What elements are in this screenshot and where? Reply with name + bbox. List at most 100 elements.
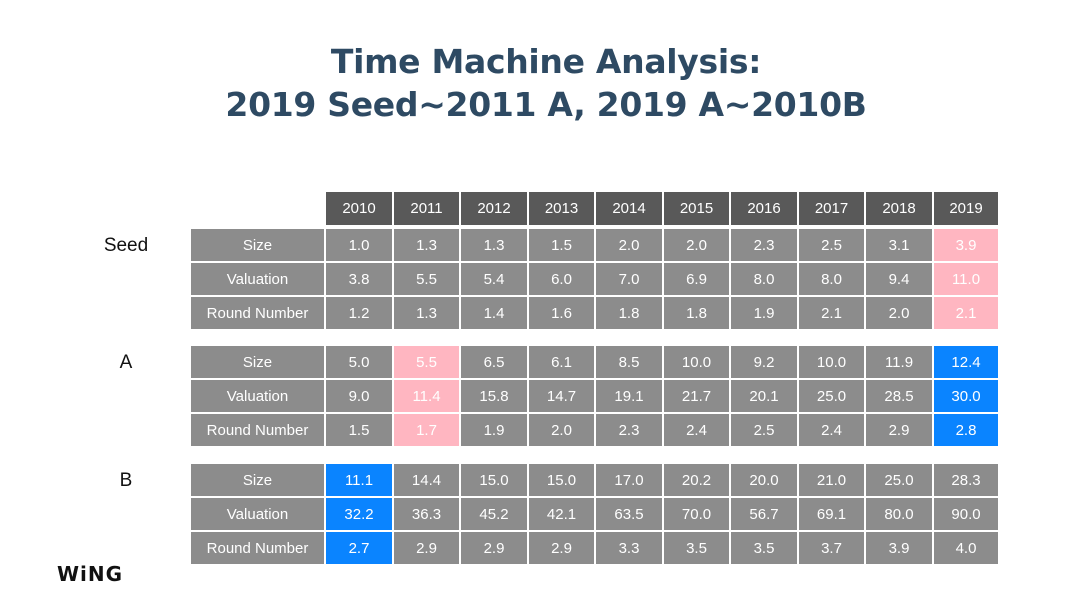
year-header-2017: 2017 [799, 192, 864, 225]
value-cell-b-valuation-2014: 63.5 [596, 498, 662, 530]
wing-logo: WiNG [57, 562, 124, 586]
value-cell-b-size-2014: 17.0 [596, 464, 662, 496]
row-label-round-number: Round Number [191, 414, 324, 446]
value-cell-seed-round-number-2011: 1.3 [394, 297, 459, 329]
value-cell-b-round-number-2015: 3.5 [664, 532, 729, 564]
value-cell-b-round-number-2019: 4.0 [934, 532, 998, 564]
value-cell-b-size-2016: 20.0 [731, 464, 797, 496]
value-cell-seed-round-number-2015: 1.8 [664, 297, 729, 329]
row-label-size: Size [191, 229, 324, 261]
value-cell-b-valuation-2011: 36.3 [394, 498, 459, 530]
value-cell-a-valuation-2016: 20.1 [731, 380, 797, 412]
value-cell-a-size-2011: 5.5 [394, 346, 459, 378]
value-cell-seed-round-number-2019: 2.1 [934, 297, 998, 329]
value-cell-a-size-2015: 10.0 [664, 346, 729, 378]
year-header-2019: 2019 [934, 192, 998, 225]
year-header-2010: 2010 [326, 192, 392, 225]
value-cell-seed-size-2014: 2.0 [596, 229, 662, 261]
value-cell-a-size-2013: 6.1 [529, 346, 594, 378]
value-cell-seed-valuation-2017: 8.0 [799, 263, 864, 295]
value-cell-a-valuation-2015: 21.7 [664, 380, 729, 412]
value-cell-seed-size-2015: 2.0 [664, 229, 729, 261]
year-header-2015: 2015 [664, 192, 729, 225]
value-cell-b-valuation-2015: 70.0 [664, 498, 729, 530]
value-cell-seed-size-2011: 1.3 [394, 229, 459, 261]
value-cell-b-round-number-2012: 2.9 [461, 532, 527, 564]
row-label-size: Size [191, 464, 324, 496]
year-header-2012: 2012 [461, 192, 527, 225]
value-cell-seed-valuation-2013: 6.0 [529, 263, 594, 295]
value-cell-a-valuation-2017: 25.0 [799, 380, 864, 412]
value-cell-b-size-2012: 15.0 [461, 464, 527, 496]
value-cell-b-size-2013: 15.0 [529, 464, 594, 496]
section-label-seed: Seed [103, 235, 149, 256]
value-cell-seed-valuation-2019: 11.0 [934, 263, 998, 295]
value-cell-b-round-number-2014: 3.3 [596, 532, 662, 564]
value-cell-a-round-number-2017: 2.4 [799, 414, 864, 446]
value-cell-b-round-number-2018: 3.9 [866, 532, 932, 564]
value-cell-a-size-2014: 8.5 [596, 346, 662, 378]
year-header-2014: 2014 [596, 192, 662, 225]
value-cell-seed-valuation-2011: 5.5 [394, 263, 459, 295]
value-cell-seed-round-number-2014: 1.8 [596, 297, 662, 329]
value-cell-seed-round-number-2016: 1.9 [731, 297, 797, 329]
value-cell-b-valuation-2010: 32.2 [326, 498, 392, 530]
row-label-valuation: Valuation [191, 263, 324, 295]
value-cell-a-size-2017: 10.0 [799, 346, 864, 378]
row-label-round-number: Round Number [191, 297, 324, 329]
value-cell-a-round-number-2015: 2.4 [664, 414, 729, 446]
value-cell-a-size-2012: 6.5 [461, 346, 527, 378]
value-cell-a-size-2018: 11.9 [866, 346, 932, 378]
value-cell-a-valuation-2010: 9.0 [326, 380, 392, 412]
year-header-2016: 2016 [731, 192, 797, 225]
value-cell-seed-round-number-2012: 1.4 [461, 297, 527, 329]
row-label-round-number: Round Number [191, 532, 324, 564]
value-cell-a-round-number-2011: 1.7 [394, 414, 459, 446]
value-cell-seed-valuation-2018: 9.4 [866, 263, 932, 295]
title-line-1: Time Machine Analysis: [330, 42, 762, 81]
value-cell-seed-size-2017: 2.5 [799, 229, 864, 261]
value-cell-a-round-number-2016: 2.5 [731, 414, 797, 446]
year-header-2011: 2011 [394, 192, 459, 225]
value-cell-a-round-number-2018: 2.9 [866, 414, 932, 446]
value-cell-a-round-number-2019: 2.8 [934, 414, 998, 446]
year-header-2018: 2018 [866, 192, 932, 225]
value-cell-seed-size-2018: 3.1 [866, 229, 932, 261]
value-cell-a-round-number-2013: 2.0 [529, 414, 594, 446]
row-label-size: Size [191, 346, 324, 378]
value-cell-b-size-2011: 14.4 [394, 464, 459, 496]
value-cell-b-round-number-2010: 2.7 [326, 532, 392, 564]
value-cell-b-valuation-2016: 56.7 [731, 498, 797, 530]
value-cell-b-valuation-2017: 69.1 [799, 498, 864, 530]
title-line-2: 2019 Seed~2011 A, 2019 A~2010B [225, 85, 867, 124]
row-label-valuation: Valuation [191, 380, 324, 412]
value-cell-seed-valuation-2014: 7.0 [596, 263, 662, 295]
year-header-2013: 2013 [529, 192, 594, 225]
section-label-b: B [119, 470, 133, 491]
value-cell-seed-valuation-2015: 6.9 [664, 263, 729, 295]
value-cell-seed-size-2013: 1.5 [529, 229, 594, 261]
value-cell-seed-size-2016: 2.3 [731, 229, 797, 261]
value-cell-a-size-2016: 9.2 [731, 346, 797, 378]
value-cell-seed-round-number-2018: 2.0 [866, 297, 932, 329]
value-cell-b-round-number-2011: 2.9 [394, 532, 459, 564]
value-cell-a-round-number-2014: 2.3 [596, 414, 662, 446]
value-cell-b-size-2019: 28.3 [934, 464, 998, 496]
section-label-a: A [119, 352, 133, 373]
value-cell-b-round-number-2016: 3.5 [731, 532, 797, 564]
value-cell-b-valuation-2019: 90.0 [934, 498, 998, 530]
value-cell-seed-size-2019: 3.9 [934, 229, 998, 261]
value-cell-a-size-2010: 5.0 [326, 346, 392, 378]
value-cell-a-valuation-2012: 15.8 [461, 380, 527, 412]
value-cell-seed-round-number-2017: 2.1 [799, 297, 864, 329]
value-cell-seed-valuation-2012: 5.4 [461, 263, 527, 295]
value-cell-a-size-2019: 12.4 [934, 346, 998, 378]
value-cell-seed-round-number-2013: 1.6 [529, 297, 594, 329]
value-cell-b-valuation-2013: 42.1 [529, 498, 594, 530]
value-cell-seed-size-2010: 1.0 [326, 229, 392, 261]
value-cell-b-valuation-2012: 45.2 [461, 498, 527, 530]
value-cell-seed-size-2012: 1.3 [461, 229, 527, 261]
slide-title: Time Machine Analysis: 2019 Seed~2011 A,… [0, 40, 1092, 126]
value-cell-a-valuation-2011: 11.4 [394, 380, 459, 412]
value-cell-a-valuation-2019: 30.0 [934, 380, 998, 412]
